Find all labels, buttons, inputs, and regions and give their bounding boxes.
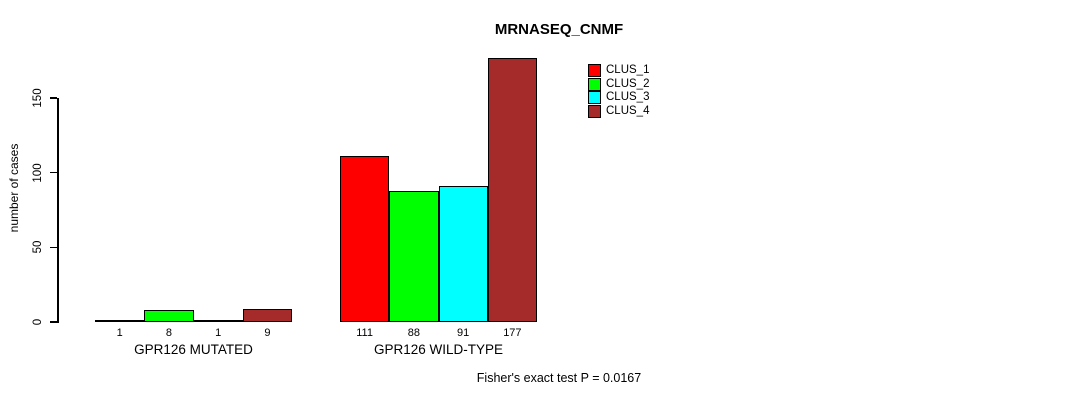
- legend-swatch-icon: [588, 77, 601, 91]
- bar-value-label: 177: [503, 327, 522, 339]
- y-axis-tick-label: 50: [32, 240, 44, 254]
- legend-swatch-icon: [588, 64, 601, 78]
- annotation-fisher-test: Fisher's exact test P = 0.0167: [476, 371, 642, 385]
- y-axis-tick: [50, 171, 57, 174]
- bar-value-label: 8: [165, 327, 172, 339]
- legend-row: CLUS_2: [588, 78, 649, 92]
- y-axis-line: [57, 98, 59, 323]
- bar-clus_3: [193, 320, 243, 322]
- y-axis-tick-label: 0: [32, 318, 44, 326]
- y-axis-tick-label: 100: [32, 163, 44, 183]
- y-axis-label: number of cases: [7, 143, 21, 233]
- bar-clus_3: [438, 186, 488, 322]
- legend: CLUS_1 CLUS_2 CLUS_3 CLUS_4: [588, 64, 649, 118]
- bar-clus_2: [389, 190, 439, 322]
- y-axis-tick: [50, 97, 57, 99]
- legend-label: CLUS_1: [606, 64, 650, 76]
- y-axis-tick: [50, 246, 57, 249]
- bar-value-label: 111: [356, 327, 373, 339]
- legend-label: CLUS_3: [606, 91, 650, 103]
- legend-swatch-icon: [588, 104, 601, 118]
- bar-value-label: 88: [407, 327, 420, 339]
- bar-clus_4: [487, 57, 537, 322]
- bar-clus_4: [242, 308, 292, 322]
- bar-clus_1: [340, 156, 390, 322]
- y-axis-tick: [50, 321, 57, 323]
- category-label: GPR126 MUTATED: [134, 342, 253, 357]
- bar-value-label: 1: [116, 327, 123, 339]
- bar-value-label: 1: [215, 327, 222, 339]
- bar-value-label: 9: [264, 327, 271, 339]
- y-axis-tick-label: 150: [32, 88, 44, 108]
- legend-row: CLUS_3: [588, 91, 649, 105]
- legend-swatch-icon: [588, 91, 601, 105]
- legend-label: CLUS_4: [606, 104, 650, 117]
- legend-label: CLUS_2: [606, 77, 650, 90]
- bar-clus_1: [95, 320, 145, 322]
- legend-row: CLUS_1: [588, 64, 649, 78]
- chart-title: MRNASEQ_CNMF: [494, 21, 624, 38]
- bar-value-label: 91: [457, 327, 470, 339]
- category-label: GPR126 WILD-TYPE: [373, 342, 504, 357]
- legend-row: CLUS_4: [588, 105, 649, 119]
- bar-clus_2: [144, 310, 194, 322]
